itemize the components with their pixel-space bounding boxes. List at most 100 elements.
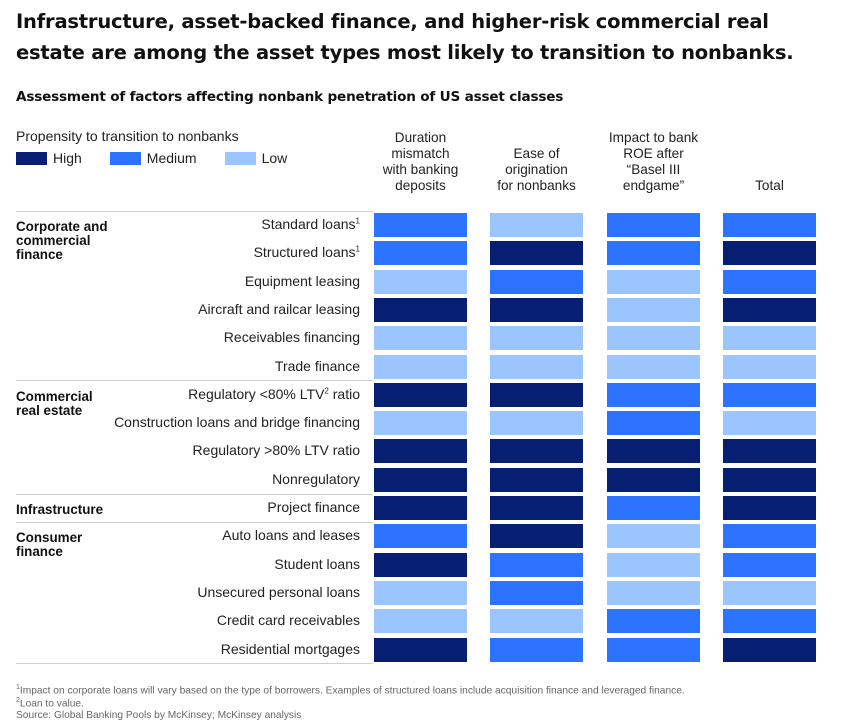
row-label: Regulatory >80% LTV ratio	[193, 442, 360, 458]
footnote: 2Loan to value.	[16, 697, 84, 709]
heatmap-cell	[723, 553, 816, 577]
heatmap-cell	[723, 326, 816, 350]
heatmap-cell	[607, 383, 700, 407]
column-header-line: Ease of	[513, 146, 560, 161]
heatmap-cell	[490, 524, 583, 548]
group-separator	[16, 380, 373, 381]
heatmap-cell	[607, 355, 700, 379]
legend-item-medium: Medium	[109, 150, 197, 166]
column-header-line: “Basel III	[626, 162, 681, 177]
column-header-line: with banking	[382, 162, 459, 177]
footnote-number: 1	[16, 684, 20, 691]
heatmap-cell	[490, 609, 583, 633]
heatmap-cell	[723, 298, 816, 322]
column-header-line: mismatch	[391, 146, 450, 161]
row-label-text: Nonregulatory	[272, 471, 360, 487]
column-header-line: Impact to bank	[608, 130, 699, 145]
legend-title: Propensity to transition to nonbanks	[16, 128, 239, 144]
column-header: Total	[710, 178, 830, 194]
legend-label-medium: Medium	[146, 150, 197, 166]
heatmap-cell	[490, 553, 583, 577]
heatmap-cell	[723, 609, 816, 633]
heatmap-cell	[607, 439, 700, 463]
legend-swatch-low	[224, 151, 256, 165]
group-label-line: finance	[16, 544, 63, 559]
row-label: Aircraft and railcar leasing	[198, 301, 360, 317]
group-label-line: Corporate and	[16, 219, 108, 234]
heatmap-cell	[607, 326, 700, 350]
heatmap-cell	[374, 439, 467, 463]
footnote-text: Loan to value.	[19, 698, 84, 710]
heatmap-cell	[374, 524, 467, 548]
heatmap-cell	[490, 411, 583, 435]
heatmap-cell	[723, 213, 816, 237]
row-label: Trade finance	[275, 358, 360, 374]
column-header-line: ROE after	[623, 146, 684, 161]
chart-subtitle: Assessment of factors affecting nonbank …	[16, 89, 564, 105]
legend: High Medium Low	[16, 150, 305, 166]
row-label: Residential mortgages	[221, 641, 360, 657]
row-label: Nonregulatory	[272, 471, 360, 487]
column-header-line: origination	[505, 162, 568, 177]
heatmap-cell	[490, 326, 583, 350]
heatmap-cell	[374, 213, 467, 237]
column-header-line: endgame”	[622, 178, 685, 193]
heatmap-cell	[607, 553, 700, 577]
heatmap-cell	[723, 468, 816, 492]
column-header-line: Total	[755, 178, 784, 193]
chart-title: Infrastructure, asset-backed finance, an…	[16, 10, 794, 64]
legend-swatch-medium	[109, 151, 141, 165]
footnote-number: 2	[16, 697, 20, 704]
heatmap-cell	[374, 383, 467, 407]
group-label-line: Infrastructure	[16, 502, 104, 517]
group-label-line: commercial	[16, 233, 91, 248]
legend-item-low: Low	[224, 150, 288, 166]
footnote-marker: 2	[324, 386, 329, 396]
heatmap-cell	[374, 270, 467, 294]
row-label-text: Construction loans and bridge financing	[114, 414, 360, 430]
group-label-line: finance	[16, 247, 63, 262]
row-label-text: Receivables financing	[223, 329, 360, 345]
row-label-suffix: ratio	[328, 386, 360, 402]
legend-item-high: High	[16, 150, 82, 166]
group-separator	[16, 522, 373, 523]
row-label: Structured loans1	[254, 244, 360, 260]
footnote-text: Impact on corporate loans will vary base…	[19, 685, 685, 697]
heatmap-cell	[723, 496, 816, 520]
row-label-text: Structured loans	[253, 244, 356, 260]
heatmap-cell	[490, 496, 583, 520]
heatmap-cell	[607, 411, 700, 435]
footnote-marker: 1	[355, 244, 360, 254]
group-label: Commercial real estate	[16, 390, 93, 418]
row-label: Regulatory <80% LTV2 ratio	[188, 386, 360, 402]
row-label-text: Trade finance	[274, 358, 360, 374]
column-header-line: Duration	[394, 130, 447, 145]
heatmap-cell	[723, 581, 816, 605]
row-label: Auto loans and leases	[222, 527, 360, 543]
row-label-text: Aircraft and railcar leasing	[198, 301, 360, 317]
heatmap-cell	[374, 411, 467, 435]
legend-label-low: Low	[261, 150, 288, 166]
heatmap-cell	[723, 411, 816, 435]
row-label-text: Standard loans	[261, 216, 356, 232]
heatmap-cell	[374, 496, 467, 520]
row-label-text: Residential mortgages	[220, 641, 360, 657]
heatmap-cell	[374, 298, 467, 322]
footnote: 1Impact on corporate loans will vary bas…	[16, 684, 685, 696]
heatmap-cell	[607, 270, 700, 294]
group-label-line: Consumer	[16, 530, 83, 545]
heatmap-cell	[490, 581, 583, 605]
heatmap-cell	[490, 241, 583, 265]
row-label: Standard loans1	[261, 216, 360, 232]
heatmap-cell	[374, 581, 467, 605]
heatmap-cell	[723, 355, 816, 379]
group-label-line: real estate	[16, 403, 83, 418]
group-label: Corporate and commercial finance	[16, 220, 108, 262]
heatmap-cell	[490, 439, 583, 463]
row-label-text: Project finance	[267, 499, 360, 515]
heatmap-cell	[374, 241, 467, 265]
heatmap-cell	[607, 213, 700, 237]
heatmap-cell	[490, 638, 583, 662]
heatmap-cell	[607, 298, 700, 322]
heatmap-cell	[374, 468, 467, 492]
